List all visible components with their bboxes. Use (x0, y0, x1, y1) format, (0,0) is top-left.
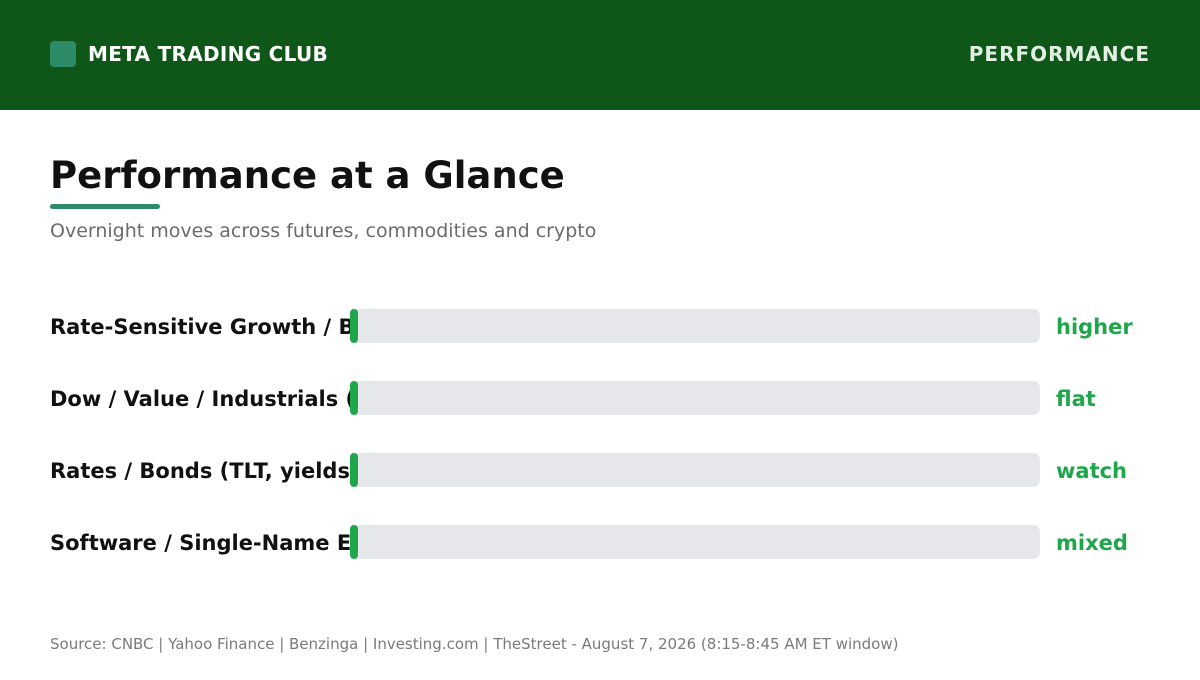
chart-row: Rate-Sensitive Growth / Bi higher (50, 309, 1133, 343)
status-label: flat (1056, 387, 1096, 411)
bar-fill (350, 525, 358, 559)
category-label: Dow / Value / Industrials (D (50, 387, 373, 411)
page-subtitle: Overnight moves across futures, commodit… (50, 220, 597, 242)
chart-row: Software / Single-Name Ec mixed (50, 525, 1128, 559)
brand-name: META TRADING CLUB (88, 42, 329, 66)
square-logo-icon (50, 41, 76, 67)
bar-fill (350, 453, 358, 487)
category-label: Rate-Sensitive Growth / Bi (50, 315, 362, 339)
bar-track (350, 309, 1040, 343)
chart-row: Rates / Bonds (TLT, yields) watch (50, 453, 1127, 487)
bar-track (350, 525, 1040, 559)
bar-track (350, 453, 1040, 487)
header-bar: META TRADING CLUB PERFORMANCE (0, 0, 1200, 110)
status-label: higher (1056, 315, 1133, 339)
section-label: PERFORMANCE (968, 42, 1150, 66)
status-label: watch (1056, 459, 1127, 483)
chart-rows: Rate-Sensitive Growth / Bi higher Dow / Va… (50, 309, 1133, 559)
bar-fill (350, 381, 358, 415)
bar-track (350, 381, 1040, 415)
status-label: mixed (1056, 531, 1128, 555)
category-label: Rates / Bonds (TLT, yields) (50, 459, 360, 483)
performance-bar-chart: Rate-Sensitive Growth / Bi higher Dow / Va… (50, 309, 1133, 559)
chart-row: Dow / Value / Industrials (D flat (50, 381, 1096, 415)
bar-fill (350, 309, 358, 343)
page-title: Performance at a Glance (50, 154, 565, 197)
source-note: Source: CNBC | Yahoo Finance | Benzinga … (50, 635, 899, 653)
category-label: Software / Single-Name Ec (50, 531, 364, 555)
title-underline (50, 204, 160, 209)
